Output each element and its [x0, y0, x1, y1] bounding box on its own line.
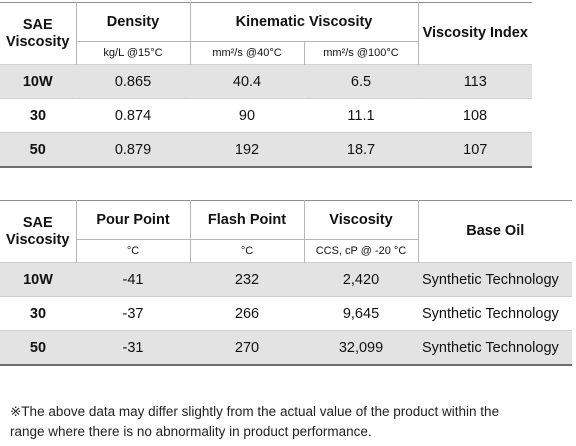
header-sae-viscosity-label: SAE Viscosity	[6, 214, 70, 248]
flash-point-cell: 266	[190, 296, 304, 331]
properties-table-1: SAE Viscosity Density Kinematic Viscosit…	[0, 2, 532, 168]
base-oil-cell: Synthetic Technology	[418, 262, 572, 297]
table-row: 30 0.874 90 11.1 108	[0, 98, 532, 133]
density-cell: 0.879	[75, 132, 190, 167]
unit-kv100: mm²/s @100°C	[303, 41, 418, 65]
density-cell: 0.865	[75, 64, 190, 99]
grade-cell: 30	[0, 296, 76, 331]
pour-point-cell: -37	[76, 296, 190, 331]
kv100-cell: 11.1	[304, 98, 418, 133]
kv40-cell: 192	[189, 132, 304, 167]
grade-cell: 30	[0, 98, 76, 133]
header-base-oil: Base Oil	[417, 200, 572, 263]
kv100-cell: 6.5	[303, 64, 418, 99]
pour-point-cell: -41	[76, 262, 190, 297]
table-row: 50 -31 270 32,099 Synthetic Technology	[0, 330, 572, 365]
grade-cell: 50	[0, 132, 76, 167]
properties-table-2: SAE Viscosity Pour Point Flash Point Vis…	[0, 200, 572, 366]
viscosity-cell: 9,645	[304, 296, 418, 331]
grade-cell: 50	[0, 330, 76, 365]
table-row: 10W -41 232 2,420 Synthetic Technology	[0, 262, 572, 297]
grade-cell: 10W	[0, 262, 76, 297]
header-viscosity-index: Viscosity Index	[417, 2, 532, 65]
header-density: Density	[75, 2, 190, 42]
unit-pour-point: °C	[75, 239, 190, 263]
kv40-cell: 40.4	[189, 64, 304, 99]
vi-cell: 113	[417, 64, 532, 99]
unit-density: kg/L @15°C	[75, 41, 190, 65]
vi-cell: 108	[418, 98, 532, 133]
header-sae-viscosity: SAE Viscosity	[0, 201, 76, 263]
viscosity-cell: 32,099	[304, 330, 418, 365]
header-flash-point: Flash Point	[189, 200, 304, 240]
grade-cell: 10W	[0, 64, 76, 99]
flash-point-cell: 232	[190, 262, 304, 297]
header-pour-point: Pour Point	[75, 200, 190, 240]
pour-point-cell: -31	[76, 330, 190, 365]
kv40-cell: 90	[190, 98, 304, 133]
density-cell: 0.874	[76, 98, 190, 133]
flash-point-cell: 270	[190, 330, 304, 365]
header-kinematic-viscosity: Kinematic Viscosity	[189, 2, 418, 42]
vi-cell: 107	[417, 132, 532, 167]
disclaimer-line-2: range where there is no abnormality in p…	[10, 424, 372, 439]
base-oil-cell: Synthetic Technology	[418, 296, 572, 331]
table-row: 10W 0.865 40.4 6.5 113	[0, 64, 532, 99]
unit-viscosity: CCS, cP @ -20 °C	[303, 239, 418, 263]
kv100-cell: 18.7	[303, 132, 418, 167]
unit-flash-point: °C	[189, 239, 304, 263]
disclaimer-note: ※The above data may differ slightly from…	[10, 402, 570, 442]
header-viscosity: Viscosity	[303, 200, 418, 240]
unit-kv40: mm²/s @40°C	[189, 41, 304, 65]
disclaimer-line-1: ※The above data may differ slightly from…	[10, 404, 500, 419]
header-sae-viscosity: SAE Viscosity	[0, 3, 76, 65]
header-sae-viscosity-label: SAE Viscosity	[6, 16, 70, 50]
base-oil-cell: Synthetic Technology	[418, 330, 572, 365]
viscosity-cell: 2,420	[304, 262, 418, 297]
table-row: 30 -37 266 9,645 Synthetic Technology	[0, 296, 572, 331]
table-row: 50 0.879 192 18.7 107	[0, 132, 532, 167]
